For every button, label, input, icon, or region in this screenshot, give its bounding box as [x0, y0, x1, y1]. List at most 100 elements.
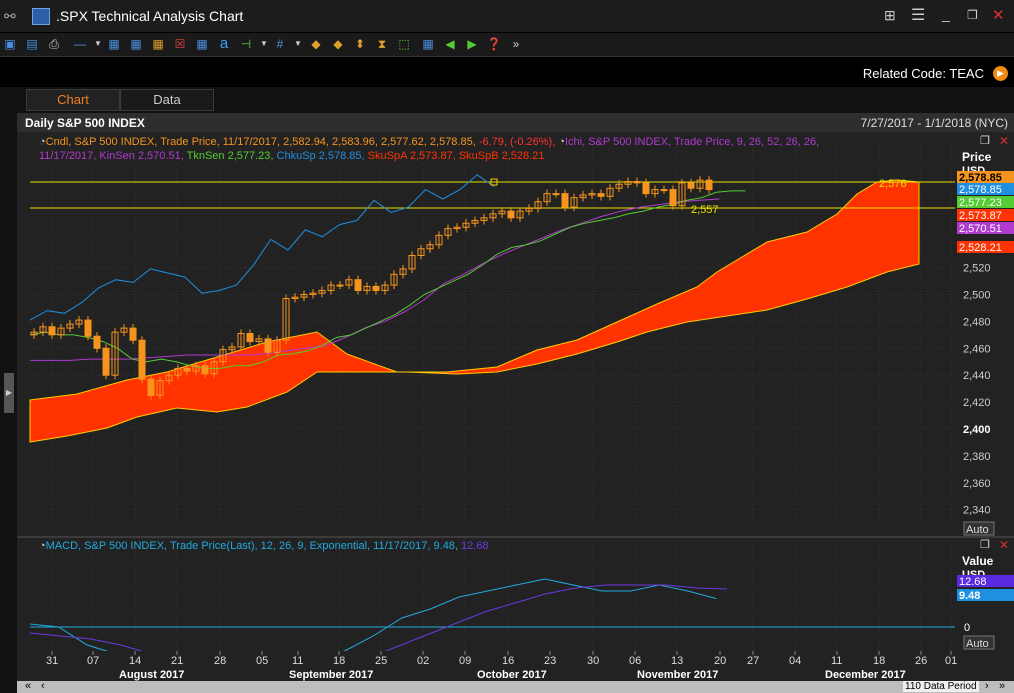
restore-icon[interactable]: ❐ — [967, 8, 978, 22]
candle — [39, 326, 47, 333]
scroll-left-icon[interactable]: ‹ — [41, 680, 45, 692]
compare-icon[interactable]: ▦ — [152, 37, 164, 51]
draw-tool-icon[interactable]: ⊣ — [240, 37, 252, 51]
hourglass-icon[interactable]: ⧗ — [377, 37, 387, 51]
related-code-bar: Related Code: TEAC ▶ — [0, 58, 1014, 87]
price-tag: 2,577.23 — [959, 197, 1002, 209]
macd-panel-close-icon[interactable]: ✕ — [999, 538, 1009, 552]
kinsen-legend: KinSen 2,570.51, — [99, 150, 184, 162]
line-handle[interactable] — [490, 178, 498, 186]
candle — [615, 183, 623, 189]
print-icon[interactable]: ⎙ — [49, 37, 59, 51]
expand-icon[interactable]: ⬍ — [354, 37, 366, 51]
chart-type-icon[interactable]: ▦ — [108, 37, 120, 51]
overlay-icon[interactable]: ▦ — [130, 37, 142, 51]
play-icon[interactable]: ▶ — [993, 66, 1008, 81]
candle-legend[interactable]: Cndl, S&P 500 INDEX, Trade Price, 11/17/… — [45, 136, 476, 148]
price-tick-label: 2,400 — [963, 424, 991, 436]
candle — [201, 365, 209, 375]
price-plot-area — [17, 132, 955, 533]
candle-change: -6.79, (-0.26%), — [475, 136, 556, 148]
legend-toggle-icon[interactable]: ◔ — [39, 540, 46, 552]
x-tick-label: 14 — [129, 655, 141, 667]
legend-toggle-icon[interactable]: ◔ — [558, 136, 565, 148]
price-tag: 2,578.85 — [959, 172, 1002, 184]
candle — [291, 296, 299, 300]
x-tick-label: 18 — [333, 655, 345, 667]
save-icon[interactable]: ▣ — [4, 37, 16, 51]
back-icon[interactable]: ◀ — [445, 37, 455, 51]
candle — [363, 285, 371, 291]
remove-icon[interactable]: ☒ — [174, 37, 186, 51]
price-legend-line-1: ◔Cndl, S&P 500 INDEX, Trade Price, 11/17… — [39, 136, 819, 148]
candle — [183, 367, 191, 372]
x-tick-label: 11 — [831, 655, 842, 667]
price-ticks: 2,520 2,500 2,480 2,460 2,440 2,420 2,400 2,380… — [963, 263, 991, 517]
candle — [642, 182, 650, 195]
zoom-out-icon[interactable]: ◆ — [333, 37, 343, 51]
line-tool-icon[interactable]: — — [74, 37, 86, 51]
grid-icon[interactable]: # — [276, 37, 284, 51]
dropdown-icon[interactable]: ▼ — [294, 39, 302, 48]
x-tick-label: 23 — [544, 655, 556, 667]
macd-panel-restore-icon[interactable]: ❐ — [980, 539, 990, 551]
save-as-icon[interactable]: ▤ — [26, 37, 38, 51]
candle — [534, 201, 542, 209]
price-tag-bg — [957, 222, 1014, 234]
menu-icon[interactable]: ☰ — [911, 7, 926, 24]
close-icon[interactable]: ✕ — [992, 7, 1005, 24]
dropdown-icon[interactable]: ▼ — [94, 39, 102, 48]
price-panel-restore-icon[interactable]: ❐ — [980, 135, 990, 147]
scroll-right-icon[interactable]: › — [985, 680, 989, 692]
text-tool-icon[interactable]: a — [219, 35, 229, 52]
legend-toggle-icon[interactable]: ◔ — [39, 136, 46, 148]
macd-legend-text[interactable]: MACD, S&P 500 INDEX, Trade Price(Last), … — [45, 540, 458, 552]
macd-tag: 9.48 — [959, 590, 980, 602]
month-label: September 2017 — [289, 669, 373, 681]
link-icon[interactable]: ⚯ — [4, 8, 16, 24]
price-axis-title: Price — [962, 150, 992, 164]
select-icon[interactable]: ⬚ — [398, 37, 410, 51]
price-tag: 2,528.21 — [959, 242, 1002, 254]
candle — [471, 220, 479, 224]
price-auto-button[interactable] — [963, 521, 995, 536]
price-panel-close-icon[interactable]: ✕ — [999, 134, 1009, 148]
x-tick-label: 11 — [292, 655, 303, 667]
timeline-scrollbar[interactable]: « ‹ 110 Data Period › » — [17, 680, 1014, 693]
expand-panel-handle[interactable]: ▶ — [4, 373, 14, 413]
candle — [480, 217, 488, 222]
candle — [390, 273, 398, 286]
zoom-in-icon[interactable]: ◆ — [311, 37, 321, 51]
help-icon[interactable]: ❓ — [486, 37, 502, 51]
sitemap-icon[interactable]: ⊞ — [884, 7, 896, 23]
price-tick-label: 2,340 — [963, 505, 991, 517]
related-code-label: Related Code: TEAC — [862, 66, 984, 81]
x-tick-label: 28 — [214, 655, 226, 667]
candle — [165, 374, 173, 382]
candle — [336, 284, 344, 287]
chart-title: Daily S&P 500 INDEX — [25, 116, 145, 130]
data-period-label[interactable]: 110 Data Period — [903, 681, 979, 692]
price-chart[interactable]: 2,576 2,557 Price USD 2,5202,5002,4802,4… — [17, 132, 1014, 683]
calculator-icon[interactable]: ▦ — [422, 37, 434, 51]
candle — [561, 193, 569, 208]
scroll-start-icon[interactable]: « — [25, 680, 32, 692]
ichimoku-legend[interactable]: Ichi, S&P 500 INDEX, Trade Price, 9, 26,… — [564, 136, 820, 148]
forward-icon[interactable]: ▶ — [467, 37, 477, 51]
minimize-icon[interactable]: _ — [942, 6, 950, 22]
price-tags: 2,578.852,578.852,577.232,573.872,570.51… — [957, 171, 1014, 254]
x-tick-label: 16 — [502, 655, 514, 667]
dropdown-icon[interactable]: ▼ — [260, 39, 268, 48]
candle — [462, 222, 470, 228]
more-icon[interactable]: » — [512, 37, 520, 51]
x-tick-label: 30 — [587, 655, 599, 667]
scroll-end-icon[interactable]: » — [999, 680, 1006, 692]
tab-data[interactable]: Data — [120, 89, 214, 111]
macd-zero-label: 0 — [964, 622, 970, 634]
tab-chart[interactable]: Chart — [26, 89, 120, 111]
candle — [219, 349, 227, 363]
indicator-icon[interactable]: ▦ — [196, 37, 208, 51]
candle — [228, 346, 236, 351]
macd-auto-button[interactable] — [963, 635, 995, 650]
hline-label-1: 2,576 — [879, 178, 907, 190]
